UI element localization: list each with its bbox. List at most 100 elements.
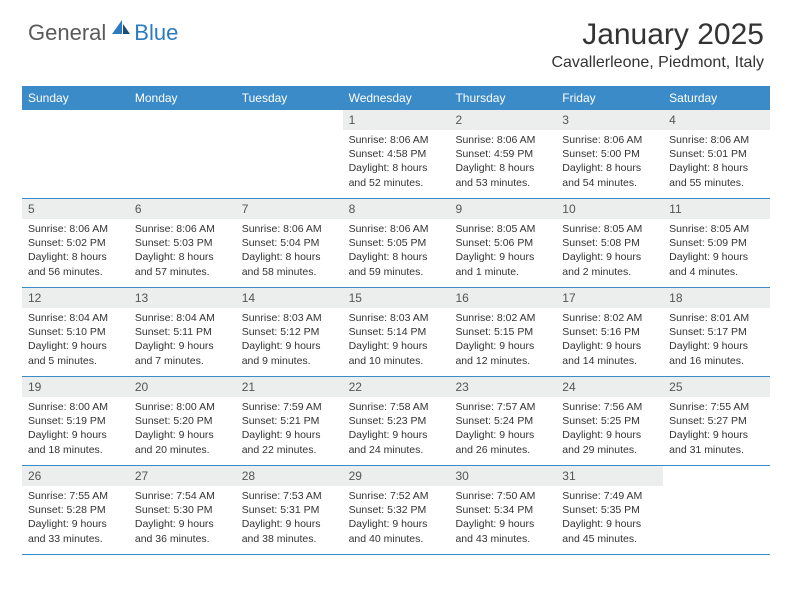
- day-cell: 19Sunrise: 8:00 AMSunset: 5:19 PMDayligh…: [22, 377, 129, 465]
- day-body: Sunrise: 8:05 AMSunset: 5:09 PMDaylight:…: [663, 219, 770, 285]
- day-body: Sunrise: 8:03 AMSunset: 5:12 PMDaylight:…: [236, 308, 343, 374]
- day-body: Sunrise: 8:06 AMSunset: 5:02 PMDaylight:…: [22, 219, 129, 285]
- day-body: Sunrise: 7:57 AMSunset: 5:24 PMDaylight:…: [449, 397, 556, 463]
- calendar: SundayMondayTuesdayWednesdayThursdayFrid…: [22, 86, 770, 555]
- logo-text-blue: Blue: [134, 20, 178, 46]
- day-body: Sunrise: 7:58 AMSunset: 5:23 PMDaylight:…: [343, 397, 450, 463]
- day-cell: 5Sunrise: 8:06 AMSunset: 5:02 PMDaylight…: [22, 199, 129, 287]
- day-cell: 26Sunrise: 7:55 AMSunset: 5:28 PMDayligh…: [22, 466, 129, 554]
- day-header: Thursday: [449, 86, 556, 110]
- day-number: 16: [449, 288, 556, 308]
- day-number: 10: [556, 199, 663, 219]
- day-body: Sunrise: 7:49 AMSunset: 5:35 PMDaylight:…: [556, 486, 663, 552]
- day-header: Tuesday: [236, 86, 343, 110]
- logo-text-general: General: [28, 20, 106, 46]
- day-body: Sunrise: 8:01 AMSunset: 5:17 PMDaylight:…: [663, 308, 770, 374]
- day-body: Sunrise: 8:06 AMSunset: 4:59 PMDaylight:…: [449, 130, 556, 196]
- empty-day-cell: [129, 110, 236, 198]
- day-cell: 9Sunrise: 8:05 AMSunset: 5:06 PMDaylight…: [449, 199, 556, 287]
- day-body: Sunrise: 8:00 AMSunset: 5:19 PMDaylight:…: [22, 397, 129, 463]
- month-title: January 2025: [551, 18, 764, 52]
- day-number: 23: [449, 377, 556, 397]
- day-cell: 10Sunrise: 8:05 AMSunset: 5:08 PMDayligh…: [556, 199, 663, 287]
- day-number: 15: [343, 288, 450, 308]
- day-cell: 17Sunrise: 8:02 AMSunset: 5:16 PMDayligh…: [556, 288, 663, 376]
- day-cell: 8Sunrise: 8:06 AMSunset: 5:05 PMDaylight…: [343, 199, 450, 287]
- day-body: Sunrise: 7:55 AMSunset: 5:28 PMDaylight:…: [22, 486, 129, 552]
- week-row: 26Sunrise: 7:55 AMSunset: 5:28 PMDayligh…: [22, 466, 770, 555]
- day-body: Sunrise: 8:06 AMSunset: 5:03 PMDaylight:…: [129, 219, 236, 285]
- day-cell: 25Sunrise: 7:55 AMSunset: 5:27 PMDayligh…: [663, 377, 770, 465]
- day-cell: 31Sunrise: 7:49 AMSunset: 5:35 PMDayligh…: [556, 466, 663, 554]
- day-cell: 15Sunrise: 8:03 AMSunset: 5:14 PMDayligh…: [343, 288, 450, 376]
- title-block: January 2025 Cavallerleone, Piedmont, It…: [551, 18, 764, 72]
- day-cell: 27Sunrise: 7:54 AMSunset: 5:30 PMDayligh…: [129, 466, 236, 554]
- day-number: 19: [22, 377, 129, 397]
- day-number: 11: [663, 199, 770, 219]
- day-cell: 22Sunrise: 7:58 AMSunset: 5:23 PMDayligh…: [343, 377, 450, 465]
- empty-day-cell: [663, 466, 770, 554]
- day-cell: 11Sunrise: 8:05 AMSunset: 5:09 PMDayligh…: [663, 199, 770, 287]
- day-cell: 21Sunrise: 7:59 AMSunset: 5:21 PMDayligh…: [236, 377, 343, 465]
- day-number: 13: [129, 288, 236, 308]
- logo-sail-icon: [110, 18, 132, 41]
- day-cell: 6Sunrise: 8:06 AMSunset: 5:03 PMDaylight…: [129, 199, 236, 287]
- day-cell: 20Sunrise: 8:00 AMSunset: 5:20 PMDayligh…: [129, 377, 236, 465]
- day-number: 27: [129, 466, 236, 486]
- day-number: 17: [556, 288, 663, 308]
- day-cell: 30Sunrise: 7:50 AMSunset: 5:34 PMDayligh…: [449, 466, 556, 554]
- day-cell: 29Sunrise: 7:52 AMSunset: 5:32 PMDayligh…: [343, 466, 450, 554]
- day-number: 7: [236, 199, 343, 219]
- day-number: 25: [663, 377, 770, 397]
- day-number: 22: [343, 377, 450, 397]
- day-number: 2: [449, 110, 556, 130]
- day-header: Sunday: [22, 86, 129, 110]
- day-number: 28: [236, 466, 343, 486]
- day-body: Sunrise: 8:05 AMSunset: 5:06 PMDaylight:…: [449, 219, 556, 285]
- day-number: 8: [343, 199, 450, 219]
- day-cell: 7Sunrise: 8:06 AMSunset: 5:04 PMDaylight…: [236, 199, 343, 287]
- day-number: 30: [449, 466, 556, 486]
- day-cell: 16Sunrise: 8:02 AMSunset: 5:15 PMDayligh…: [449, 288, 556, 376]
- day-body: Sunrise: 7:54 AMSunset: 5:30 PMDaylight:…: [129, 486, 236, 552]
- location: Cavallerleone, Piedmont, Italy: [551, 54, 764, 72]
- day-header: Friday: [556, 86, 663, 110]
- day-body: Sunrise: 8:02 AMSunset: 5:16 PMDaylight:…: [556, 308, 663, 374]
- day-number: 18: [663, 288, 770, 308]
- day-number: 4: [663, 110, 770, 130]
- day-body: Sunrise: 8:06 AMSunset: 5:04 PMDaylight:…: [236, 219, 343, 285]
- day-body: Sunrise: 7:53 AMSunset: 5:31 PMDaylight:…: [236, 486, 343, 552]
- day-number: 9: [449, 199, 556, 219]
- day-number: 1: [343, 110, 450, 130]
- day-number: 24: [556, 377, 663, 397]
- page-header: General Blue January 2025 Cavallerleone,…: [0, 0, 792, 80]
- day-cell: 14Sunrise: 8:03 AMSunset: 5:12 PMDayligh…: [236, 288, 343, 376]
- day-body: Sunrise: 8:06 AMSunset: 5:00 PMDaylight:…: [556, 130, 663, 196]
- logo: General Blue: [28, 18, 178, 47]
- day-cell: 23Sunrise: 7:57 AMSunset: 5:24 PMDayligh…: [449, 377, 556, 465]
- day-body: Sunrise: 8:06 AMSunset: 5:05 PMDaylight:…: [343, 219, 450, 285]
- day-body: Sunrise: 8:03 AMSunset: 5:14 PMDaylight:…: [343, 308, 450, 374]
- day-header: Saturday: [663, 86, 770, 110]
- day-cell: 13Sunrise: 8:04 AMSunset: 5:11 PMDayligh…: [129, 288, 236, 376]
- week-row: 12Sunrise: 8:04 AMSunset: 5:10 PMDayligh…: [22, 288, 770, 377]
- week-row: 19Sunrise: 8:00 AMSunset: 5:19 PMDayligh…: [22, 377, 770, 466]
- day-cell: 2Sunrise: 8:06 AMSunset: 4:59 PMDaylight…: [449, 110, 556, 198]
- day-body: Sunrise: 7:52 AMSunset: 5:32 PMDaylight:…: [343, 486, 450, 552]
- day-cell: 4Sunrise: 8:06 AMSunset: 5:01 PMDaylight…: [663, 110, 770, 198]
- day-cell: 18Sunrise: 8:01 AMSunset: 5:17 PMDayligh…: [663, 288, 770, 376]
- day-number: 26: [22, 466, 129, 486]
- day-number: 31: [556, 466, 663, 486]
- day-number: 29: [343, 466, 450, 486]
- day-cell: 24Sunrise: 7:56 AMSunset: 5:25 PMDayligh…: [556, 377, 663, 465]
- day-body: Sunrise: 8:02 AMSunset: 5:15 PMDaylight:…: [449, 308, 556, 374]
- day-body: Sunrise: 8:00 AMSunset: 5:20 PMDaylight:…: [129, 397, 236, 463]
- day-number: 3: [556, 110, 663, 130]
- day-body: Sunrise: 7:50 AMSunset: 5:34 PMDaylight:…: [449, 486, 556, 552]
- day-number: 20: [129, 377, 236, 397]
- day-number: 14: [236, 288, 343, 308]
- week-row: 5Sunrise: 8:06 AMSunset: 5:02 PMDaylight…: [22, 199, 770, 288]
- day-body: Sunrise: 8:06 AMSunset: 4:58 PMDaylight:…: [343, 130, 450, 196]
- day-cell: 28Sunrise: 7:53 AMSunset: 5:31 PMDayligh…: [236, 466, 343, 554]
- day-body: Sunrise: 7:59 AMSunset: 5:21 PMDaylight:…: [236, 397, 343, 463]
